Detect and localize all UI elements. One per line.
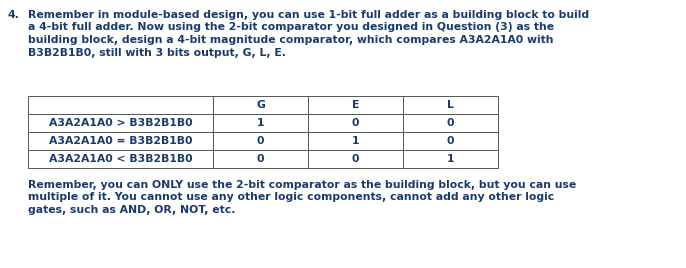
- Bar: [403, 96, 498, 114]
- Text: 4.: 4.: [8, 10, 20, 20]
- Text: Remember in module-based design, you can use 1-bit full adder as a building bloc: Remember in module-based design, you can…: [28, 10, 589, 20]
- Bar: [28, 114, 213, 132]
- Text: A3A2A1A0 > B3B2B1B0: A3A2A1A0 > B3B2B1B0: [49, 118, 192, 128]
- Text: 0: 0: [352, 154, 359, 164]
- Text: building block, design a 4-bit magnitude comparator, which compares A3A2A1A0 wit: building block, design a 4-bit magnitude…: [28, 35, 554, 45]
- Bar: [213, 114, 308, 132]
- Bar: [308, 114, 403, 132]
- Bar: [213, 96, 308, 114]
- Bar: [308, 132, 403, 150]
- Text: 1: 1: [257, 118, 264, 128]
- Bar: [403, 114, 498, 132]
- Text: E: E: [352, 100, 359, 110]
- Text: 0: 0: [447, 118, 454, 128]
- Bar: [28, 132, 213, 150]
- Bar: [213, 150, 308, 168]
- Text: 0: 0: [447, 136, 454, 146]
- Text: a 4-bit full adder. Now using the 2-bit comparator you designed in Question (3) : a 4-bit full adder. Now using the 2-bit …: [28, 23, 554, 32]
- Text: 1: 1: [447, 154, 454, 164]
- Text: gates, such as AND, OR, NOT, etc.: gates, such as AND, OR, NOT, etc.: [28, 205, 235, 215]
- Text: 1: 1: [352, 136, 359, 146]
- Text: 0: 0: [257, 154, 264, 164]
- Text: B3B2B1B0, still with 3 bits output, G, L, E.: B3B2B1B0, still with 3 bits output, G, L…: [28, 47, 286, 58]
- Text: 0: 0: [257, 136, 264, 146]
- Text: L: L: [447, 100, 454, 110]
- Text: Remember, you can ONLY use the 2-bit comparator as the building block, but you c: Remember, you can ONLY use the 2-bit com…: [28, 180, 576, 190]
- Text: multiple of it. You cannot use any other logic components, cannot add any other : multiple of it. You cannot use any other…: [28, 192, 554, 203]
- Text: G: G: [256, 100, 265, 110]
- Bar: [308, 150, 403, 168]
- Bar: [403, 132, 498, 150]
- Bar: [308, 96, 403, 114]
- Bar: [28, 150, 213, 168]
- Bar: [403, 150, 498, 168]
- Text: A3A2A1A0 < B3B2B1B0: A3A2A1A0 < B3B2B1B0: [49, 154, 192, 164]
- Text: A3A2A1A0 = B3B2B1B0: A3A2A1A0 = B3B2B1B0: [49, 136, 192, 146]
- Bar: [213, 132, 308, 150]
- Text: 0: 0: [352, 118, 359, 128]
- Bar: [28, 96, 213, 114]
